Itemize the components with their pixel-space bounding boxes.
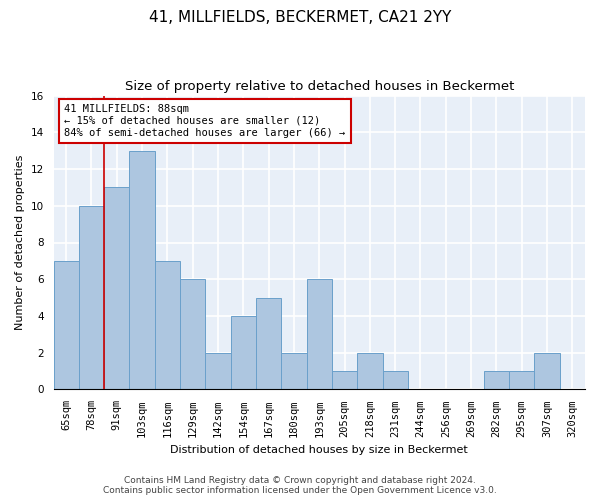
Bar <box>332 371 357 390</box>
Bar <box>535 352 560 390</box>
Bar <box>104 188 130 390</box>
Y-axis label: Number of detached properties: Number of detached properties <box>15 155 25 330</box>
Bar <box>383 371 408 390</box>
Title: Size of property relative to detached houses in Beckermet: Size of property relative to detached ho… <box>125 80 514 93</box>
Bar <box>230 316 256 390</box>
Bar <box>79 206 104 390</box>
Bar <box>509 371 535 390</box>
Bar <box>484 371 509 390</box>
Bar <box>53 261 79 390</box>
Bar <box>205 352 230 390</box>
Bar <box>281 352 307 390</box>
Bar <box>155 261 180 390</box>
Text: 41, MILLFIELDS, BECKERMET, CA21 2YY: 41, MILLFIELDS, BECKERMET, CA21 2YY <box>149 10 451 25</box>
Text: Contains HM Land Registry data © Crown copyright and database right 2024.
Contai: Contains HM Land Registry data © Crown c… <box>103 476 497 495</box>
Bar <box>180 279 205 390</box>
Text: 41 MILLFIELDS: 88sqm
← 15% of detached houses are smaller (12)
84% of semi-detac: 41 MILLFIELDS: 88sqm ← 15% of detached h… <box>64 104 346 138</box>
Bar <box>130 150 155 390</box>
Bar <box>256 298 281 390</box>
Bar <box>357 352 383 390</box>
Bar <box>307 279 332 390</box>
X-axis label: Distribution of detached houses by size in Beckermet: Distribution of detached houses by size … <box>170 445 468 455</box>
